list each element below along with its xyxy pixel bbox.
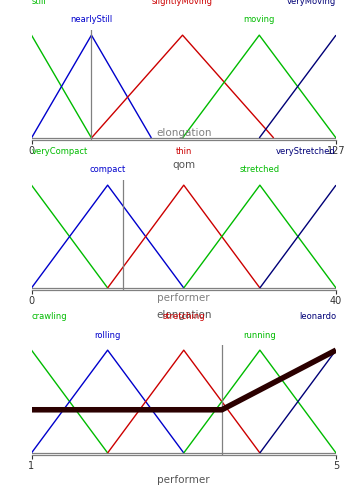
Text: rolling: rolling — [94, 330, 121, 340]
X-axis label: performer: performer — [158, 474, 210, 484]
Text: stretching: stretching — [162, 312, 205, 321]
Text: compact: compact — [90, 166, 126, 174]
Text: leonardo: leonardo — [299, 312, 336, 321]
Text: performer: performer — [158, 293, 210, 303]
Text: slightlyMoving: slightlyMoving — [152, 0, 213, 6]
Text: crawling: crawling — [32, 312, 67, 321]
Text: running: running — [244, 330, 276, 340]
Text: thin: thin — [176, 147, 192, 156]
Text: moving: moving — [244, 16, 275, 24]
Text: veryCompact: veryCompact — [32, 147, 88, 156]
Text: veryMoving: veryMoving — [287, 0, 336, 6]
Text: stretched: stretched — [240, 166, 280, 174]
Text: elongation: elongation — [156, 128, 211, 138]
Text: still: still — [32, 0, 46, 6]
Text: veryStretched: veryStretched — [276, 147, 336, 156]
Text: nearlyStill: nearlyStill — [70, 16, 113, 24]
X-axis label: qom: qom — [172, 160, 195, 170]
X-axis label: elongation: elongation — [156, 310, 211, 320]
